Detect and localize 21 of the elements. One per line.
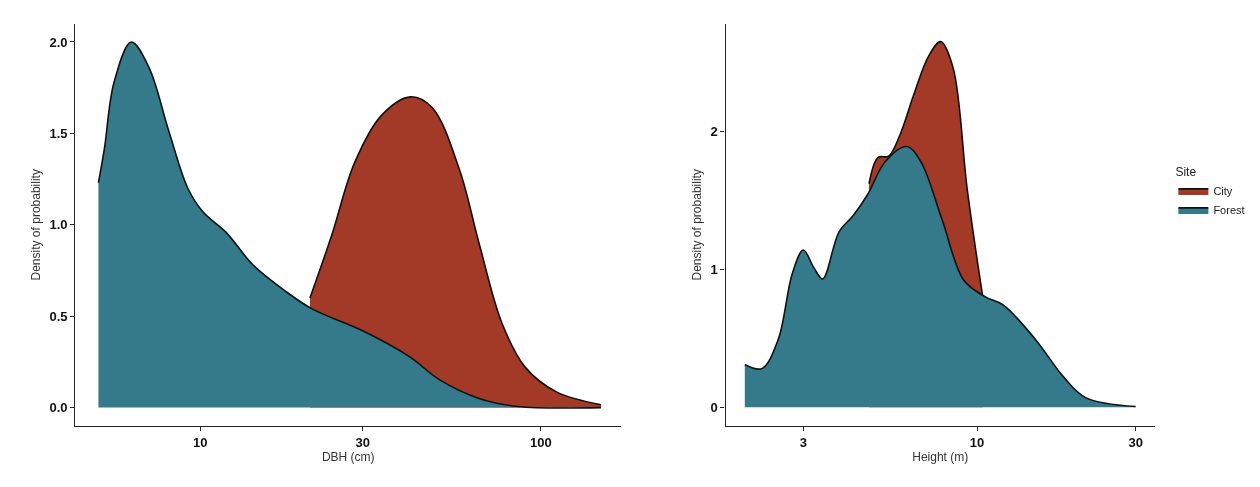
y-tick-label: 0 <box>710 399 718 415</box>
y-tick-label: 0.5 <box>49 308 68 324</box>
y-tick-label: 0.0 <box>49 400 68 416</box>
y-axis-title: Density of probability <box>689 169 704 281</box>
x-tick-label: 100 <box>530 434 552 450</box>
y-tick-label: 1.0 <box>49 217 68 233</box>
x-tick-label: 3 <box>799 434 807 450</box>
y-axis-title: Density of probability <box>28 169 43 281</box>
y-tick-label: 2.0 <box>49 34 68 50</box>
x-axis-title: DBH (cm) <box>321 450 375 465</box>
x-tick-label: 10 <box>969 434 985 450</box>
legend-label: City <box>1213 185 1233 198</box>
x-tick-label: 10 <box>192 434 208 450</box>
x-tick-label: 30 <box>355 434 370 450</box>
x-axis-title: Height (m) <box>912 450 969 465</box>
y-tick-label: 2 <box>710 123 718 139</box>
legend-title: Site <box>1175 165 1197 180</box>
y-tick-label: 1.5 <box>49 125 68 141</box>
x-tick-label: 30 <box>1128 434 1143 450</box>
legend-label: Forest <box>1213 204 1245 217</box>
y-tick-label: 1 <box>710 261 718 277</box>
